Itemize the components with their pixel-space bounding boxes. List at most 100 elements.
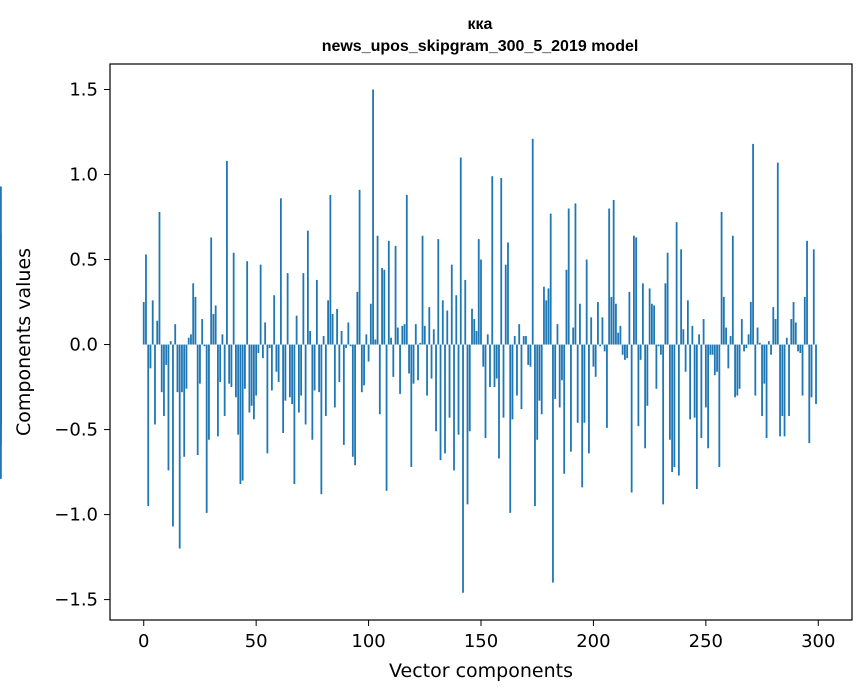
bar-209 [612, 200, 615, 345]
bar-128 [430, 344, 433, 379]
bar-182 [552, 344, 554, 583]
bar-259 [725, 327, 727, 345]
bar-286 [785, 337, 788, 345]
bar-69 [297, 344, 300, 413]
bar-85 [333, 344, 336, 408]
bar-261 [729, 336, 732, 345]
bar-157 [495, 344, 498, 379]
bar-295 [806, 240, 808, 345]
bar-282 [776, 162, 779, 345]
bar-176 [538, 344, 541, 401]
x-tick-label: 200 [576, 631, 610, 652]
y-tick-label: −1.5 [54, 590, 98, 611]
bar-278 [767, 341, 770, 345]
bar-283 [779, 344, 781, 437]
bar-88 [340, 330, 343, 345]
bar-120 [412, 344, 415, 384]
bar-174 [534, 344, 536, 507]
bar-233 [666, 252, 669, 345]
bar-147 [473, 319, 476, 345]
chart-title-line-2: news_upos_skipgram_300_5_2019 model [322, 38, 639, 55]
bar-294 [803, 296, 806, 345]
y-tick-label: 1.0 [69, 165, 98, 186]
bar-19 [185, 344, 188, 389]
bar-204 [601, 317, 604, 345]
bar-200 [592, 344, 595, 367]
bar-169 [522, 336, 525, 345]
bar-265 [738, 344, 741, 389]
bar-64 [286, 273, 289, 345]
bar-98 [363, 344, 365, 386]
bar-80 [322, 336, 325, 345]
bar-133 [441, 300, 444, 345]
bar-267 [743, 344, 745, 352]
bar-199 [590, 317, 593, 345]
bar-8 [160, 344, 163, 393]
bar-6 [156, 320, 159, 345]
bar-220 [637, 344, 640, 427]
bar-119 [410, 344, 413, 467]
bar-146 [471, 308, 473, 345]
bar-196 [583, 344, 586, 423]
bar-151 [482, 344, 485, 367]
chart-title-line-1: кка [468, 16, 493, 33]
bar-70 [300, 344, 303, 396]
bar-239 [680, 249, 683, 345]
bar-13 [172, 344, 174, 527]
bar-177 [540, 344, 543, 415]
bar-38 [228, 344, 231, 384]
bar-260 [727, 344, 730, 369]
bar-1 [145, 254, 147, 345]
bar-221 [639, 344, 642, 360]
bar-277 [765, 344, 768, 439]
bar-105 [378, 344, 381, 415]
y-axis-label: Components values [13, 248, 35, 436]
bar-191 [572, 327, 575, 345]
bar-17 [181, 344, 183, 393]
bar-107 [383, 269, 386, 345]
bar-77 [315, 279, 318, 345]
bar-109 [387, 240, 390, 345]
bar-121 [414, 324, 417, 345]
bar-248 [700, 344, 703, 439]
bar-249 [702, 319, 705, 345]
bar-164 [511, 344, 514, 420]
bar-224 [646, 344, 649, 406]
x-tick-label: 50 [245, 631, 268, 652]
bar-97 [360, 344, 363, 393]
bar-213 [621, 344, 624, 355]
bar-143 [464, 279, 467, 345]
bar-235 [671, 344, 674, 473]
bar-101 [369, 303, 372, 345]
bar-49 [253, 344, 255, 420]
bar-92 [349, 344, 352, 347]
bar-159 [500, 177, 503, 345]
bar-144 [466, 344, 469, 505]
bar-139 [455, 295, 458, 345]
bar-127 [428, 307, 431, 345]
bar-126 [426, 344, 428, 396]
bar-273 [756, 327, 759, 345]
bar-29 [208, 344, 210, 440]
bar-251 [707, 344, 709, 449]
bar-9 [163, 344, 165, 416]
bar-252 [709, 344, 712, 355]
bar-153 [486, 334, 489, 345]
bar-129 [432, 329, 435, 345]
bar-87 [338, 344, 341, 382]
bar-62 [282, 344, 285, 433]
bar-274 [758, 342, 761, 345]
bar-201 [594, 344, 597, 377]
bar-262 [731, 235, 734, 345]
bar-222 [641, 283, 644, 345]
bar-22 [192, 283, 195, 345]
bar-234 [668, 344, 671, 440]
bar-71 [302, 273, 305, 345]
bar-250 [704, 344, 707, 408]
bar-122 [417, 344, 419, 381]
bar-272 [754, 344, 757, 396]
bar-232 [664, 283, 667, 345]
bar-203 [599, 344, 602, 347]
bar-10 [165, 344, 168, 365]
bar-89 [342, 344, 345, 445]
